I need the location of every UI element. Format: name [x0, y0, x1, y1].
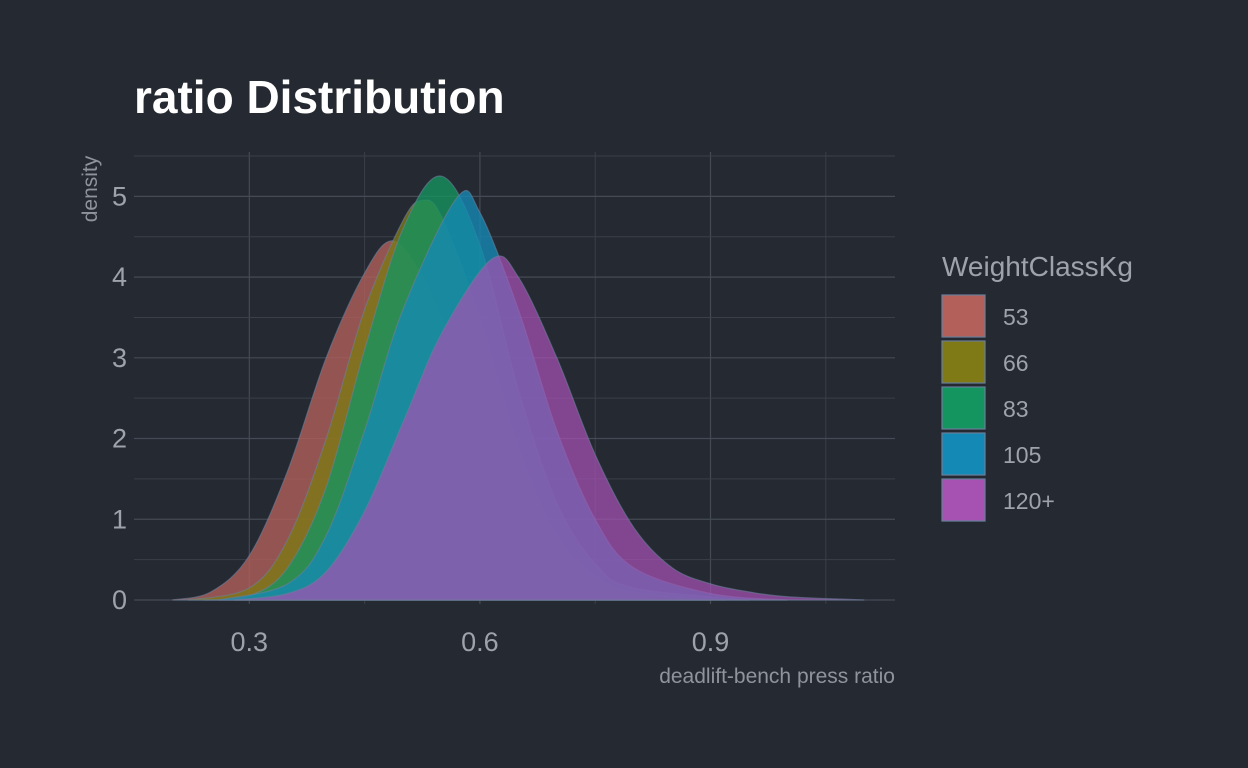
y-tick-label: 5	[112, 181, 127, 211]
legend-item-120plus: 120+	[941, 478, 1055, 522]
legend-item-53: 53	[941, 294, 1029, 338]
x-axis-title: deadlift-bench press ratio	[659, 665, 895, 688]
legend-label: 53	[1003, 304, 1029, 330]
y-axis-title: density	[79, 155, 102, 222]
legend-item-105: 105	[941, 432, 1041, 476]
x-tick-label: 0.9	[692, 627, 730, 657]
legend-swatch	[941, 386, 986, 430]
legend-item-66: 66	[941, 340, 1029, 384]
legend: WeightClassKg 53 66 83 105 120+	[941, 251, 1133, 522]
axis-layer: 0.3 0.6 0.9 0 1 2 3 4 5 deadlift-bench press ra…	[79, 155, 895, 688]
legend-swatch	[941, 478, 986, 522]
density-areas	[172, 175, 865, 601]
y-tick-label: 3	[112, 343, 127, 373]
legend-title: WeightClassKg	[942, 251, 1133, 282]
x-tick-label: 0.6	[461, 627, 499, 657]
y-tick-label: 4	[112, 262, 127, 292]
legend-label: 83	[1003, 396, 1029, 422]
legend-swatch	[941, 340, 986, 384]
chart-title: ratio Distribution	[134, 71, 505, 123]
x-tick-label: 0.3	[231, 627, 269, 657]
legend-label: 105	[1003, 442, 1041, 468]
y-tick-label: 2	[112, 424, 127, 454]
density-area-120plus	[233, 255, 865, 601]
x-tick-labels: 0.3 0.6 0.9	[231, 627, 730, 657]
legend-items: 53 66 83 105 120+	[941, 294, 1055, 522]
legend-label: 120+	[1003, 488, 1055, 514]
legend-swatch	[941, 432, 986, 476]
legend-label: 66	[1003, 350, 1029, 376]
y-tick-label: 0	[112, 585, 127, 615]
legend-item-83: 83	[941, 386, 1029, 430]
y-tick-label: 1	[112, 504, 127, 534]
y-tick-labels: 0 1 2 3 4 5	[112, 181, 127, 615]
legend-swatch	[941, 294, 986, 338]
